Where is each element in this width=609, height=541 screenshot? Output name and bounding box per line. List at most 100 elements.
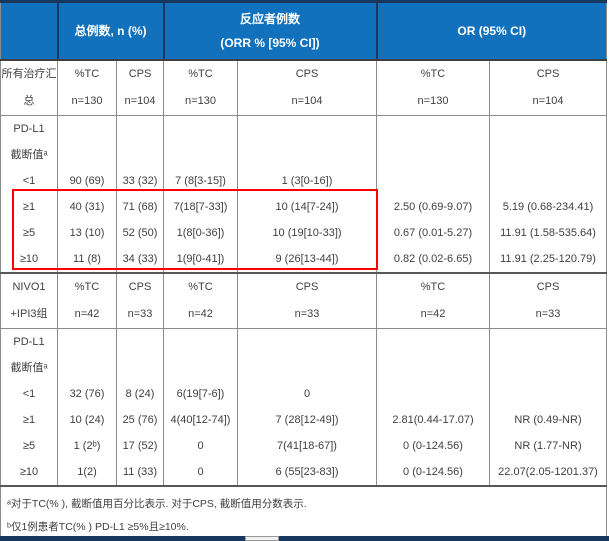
table-cell: 17 (52) [122,440,158,452]
table-cell: 32 (76) [69,388,105,400]
table-cell: 0.67 (0.01-5.27) [393,227,473,239]
table-cell: 1(2) [77,466,97,478]
subcol-n: n=104 [532,95,564,107]
header-row: 总例数, n (%) 反应者例数 (ORR % [95% CI]) OR (95… [0,1,607,61]
subcol-type: %TC [188,281,213,293]
table-cell: NR (1.77-NR) [514,440,582,452]
table-cell [490,381,606,407]
subcol-n: n=42 [188,308,213,320]
group-row-nivo1-ipi3: NIVO1 +IPI3组 %TC n=42 CPS n=33 %TC n=42 … [0,272,607,329]
cropped-ui-fragment [245,536,279,541]
block-label-line: PD-L1 [13,336,45,348]
data-column: 1 (3[0-16]) 10 (14[7-24]) 10 (19[10-33])… [237,115,377,274]
table-cell: 0 [303,388,311,400]
subcol-n: n=33 [127,308,153,320]
cutoff-row-label: ≥5 [22,227,36,239]
cutoff-row-label: ≥1 [22,414,36,426]
subcol-type: %TC [420,68,446,80]
subcol-header: %TC n=130 [376,59,490,116]
cutoff-row-label: ≥1 [22,201,36,213]
table-cell: 10 (14[7-24]) [275,201,339,213]
subcol-n: n=42 [74,308,100,320]
header-odds-ratio-label: OR (95% CI) [457,24,527,38]
table-cell: 6(19[7-6]) [176,388,225,400]
table-cell: 40 (31) [69,201,105,213]
data-column: NR (0.49-NR) NR (1.77-NR) 22.07(2.05-120… [489,328,607,487]
cutoff-row-label: <1 [22,388,36,400]
subcol-type: %TC [74,68,100,80]
table-bottom-border [0,536,609,541]
table-cell: 90 (69) [69,175,105,187]
subcol-type: CPS [295,281,319,293]
data-block-nivo1-ipi3: PD-L1 截断值ᵃ <1 ≥1 ≥5 ≥10 32 (76) 10 (24) … [0,328,607,487]
table-cell: 1 (2ᵇ) [73,440,101,452]
header-responders: 反应者例数 (ORR % [95% CI]) [162,1,377,61]
data-column: 33 (32) 71 (68) 52 (50) 34 (33) [116,115,164,274]
table-cell: 8 (24) [125,388,155,400]
subcol-header: %TC n=42 [57,272,117,329]
table-cell: 25 (76) [122,414,158,426]
table-cell: 2.81(0.44-17.07) [392,414,474,426]
subcol-n: n=130 [417,95,449,107]
subcol-type: %TC [74,281,100,293]
subcol-type: CPS [295,68,319,80]
group-label-line: 总 [23,95,35,107]
table-cell: 0 (0-124.56) [403,440,463,452]
group-label-nivo1-ipi3: NIVO1 +IPI3组 [0,272,58,329]
subcol-header: CPS n=104 [237,59,377,116]
subcol-type: CPS [536,68,560,80]
cutoff-label-column: PD-L1 截断值ᵃ <1 ≥1 ≥5 ≥10 [0,115,58,274]
footnote-b: ᵇ仅1例患者TC(% ) PD-L1 ≥5%且≥10%. [7,521,189,533]
table-cell: 1(8[0-36]) [176,227,225,239]
table-cell: 2.50 (0.69-9.07) [393,201,473,213]
data-block-all-treated: PD-L1 截断值ᵃ <1 ≥1 ≥5 ≥10 90 (69) 40 (31) … [0,115,607,274]
header-total-cases: 总例数, n (%) [56,1,164,61]
group-row-all-treated: 所有治疗汇 总 %TC n=130 CPS n=104 %TC n=130 CP… [0,59,607,116]
table-cell: 10 (19[10-33]) [272,227,342,239]
group-label-all-treated: 所有治疗汇 总 [0,59,58,116]
group-label-line: +IPI3组 [10,308,48,320]
table-cell: 52 (50) [122,227,158,239]
data-column: 32 (76) 10 (24) 1 (2ᵇ) 1(2) [57,328,117,487]
table-cell: 11.91 (1.58-535.64) [500,227,596,239]
header-odds-ratio: OR (95% CI) [375,1,607,61]
table-cell: 9 (26[13-44]) [275,253,339,265]
subcol-n: n=33 [294,308,320,320]
header-corner-cell [0,1,58,61]
block-label-line: 截断值ᵃ [10,362,48,374]
footnote-cell: ᵃ对于TC(% ), 截断值用百分比表示. 对于CPS, 截断值用分数表示. ᵇ… [0,486,607,541]
table-cell: NR (0.49-NR) [514,414,582,426]
data-column: 2.50 (0.69-9.07) 0.67 (0.01-5.27) 0.82 (… [376,115,490,274]
subcol-n: n=130 [71,95,103,107]
subcol-type: CPS [128,281,152,293]
table-cell: 1(9[0-41]) [176,253,225,265]
block-label-line: 截断值ᵃ [10,149,48,161]
subcol-type: %TC [420,281,446,293]
cutoff-label-column: PD-L1 截断值ᵃ <1 ≥1 ≥5 ≥10 [0,328,58,487]
data-column: 90 (69) 40 (31) 13 (10) 11 (8) [57,115,117,274]
table-cell: 0 (0-124.56) [403,466,463,478]
table-cell: 71 (68) [122,201,158,213]
table-cell: 6 (55[23-83]) [275,466,339,478]
data-column: 0 7 (28[12-49]) 7(41[18-67]) 6 (55[23-83… [237,328,377,487]
table-cell: 10 (24) [69,414,105,426]
data-column: 8 (24) 25 (76) 17 (52) 11 (33) [116,328,164,487]
table-cell: 11.91 (2.25-120.79) [500,253,596,265]
subcol-n: n=104 [291,95,323,107]
subcol-n: n=33 [535,308,561,320]
subcol-n: n=104 [124,95,156,107]
table-cell: 7 (28[12-49]) [275,414,339,426]
table-cell [377,381,489,407]
table-cell: 4(40[12-74]) [170,414,231,426]
group-label-line: NIVO1 [12,281,46,293]
subcol-header: CPS n=104 [116,59,164,116]
subcol-header: CPS n=33 [116,272,164,329]
group-label-line: 所有治疗汇 [1,68,57,80]
table-cell: 22.07(2.05-1201.37) [498,466,598,478]
subcol-type: %TC [188,68,213,80]
cutoff-row-label: ≥5 [22,440,36,452]
table-cell: 0 [197,440,204,452]
subcol-type: CPS [128,68,152,80]
cutoff-row-label: ≥10 [19,253,39,265]
